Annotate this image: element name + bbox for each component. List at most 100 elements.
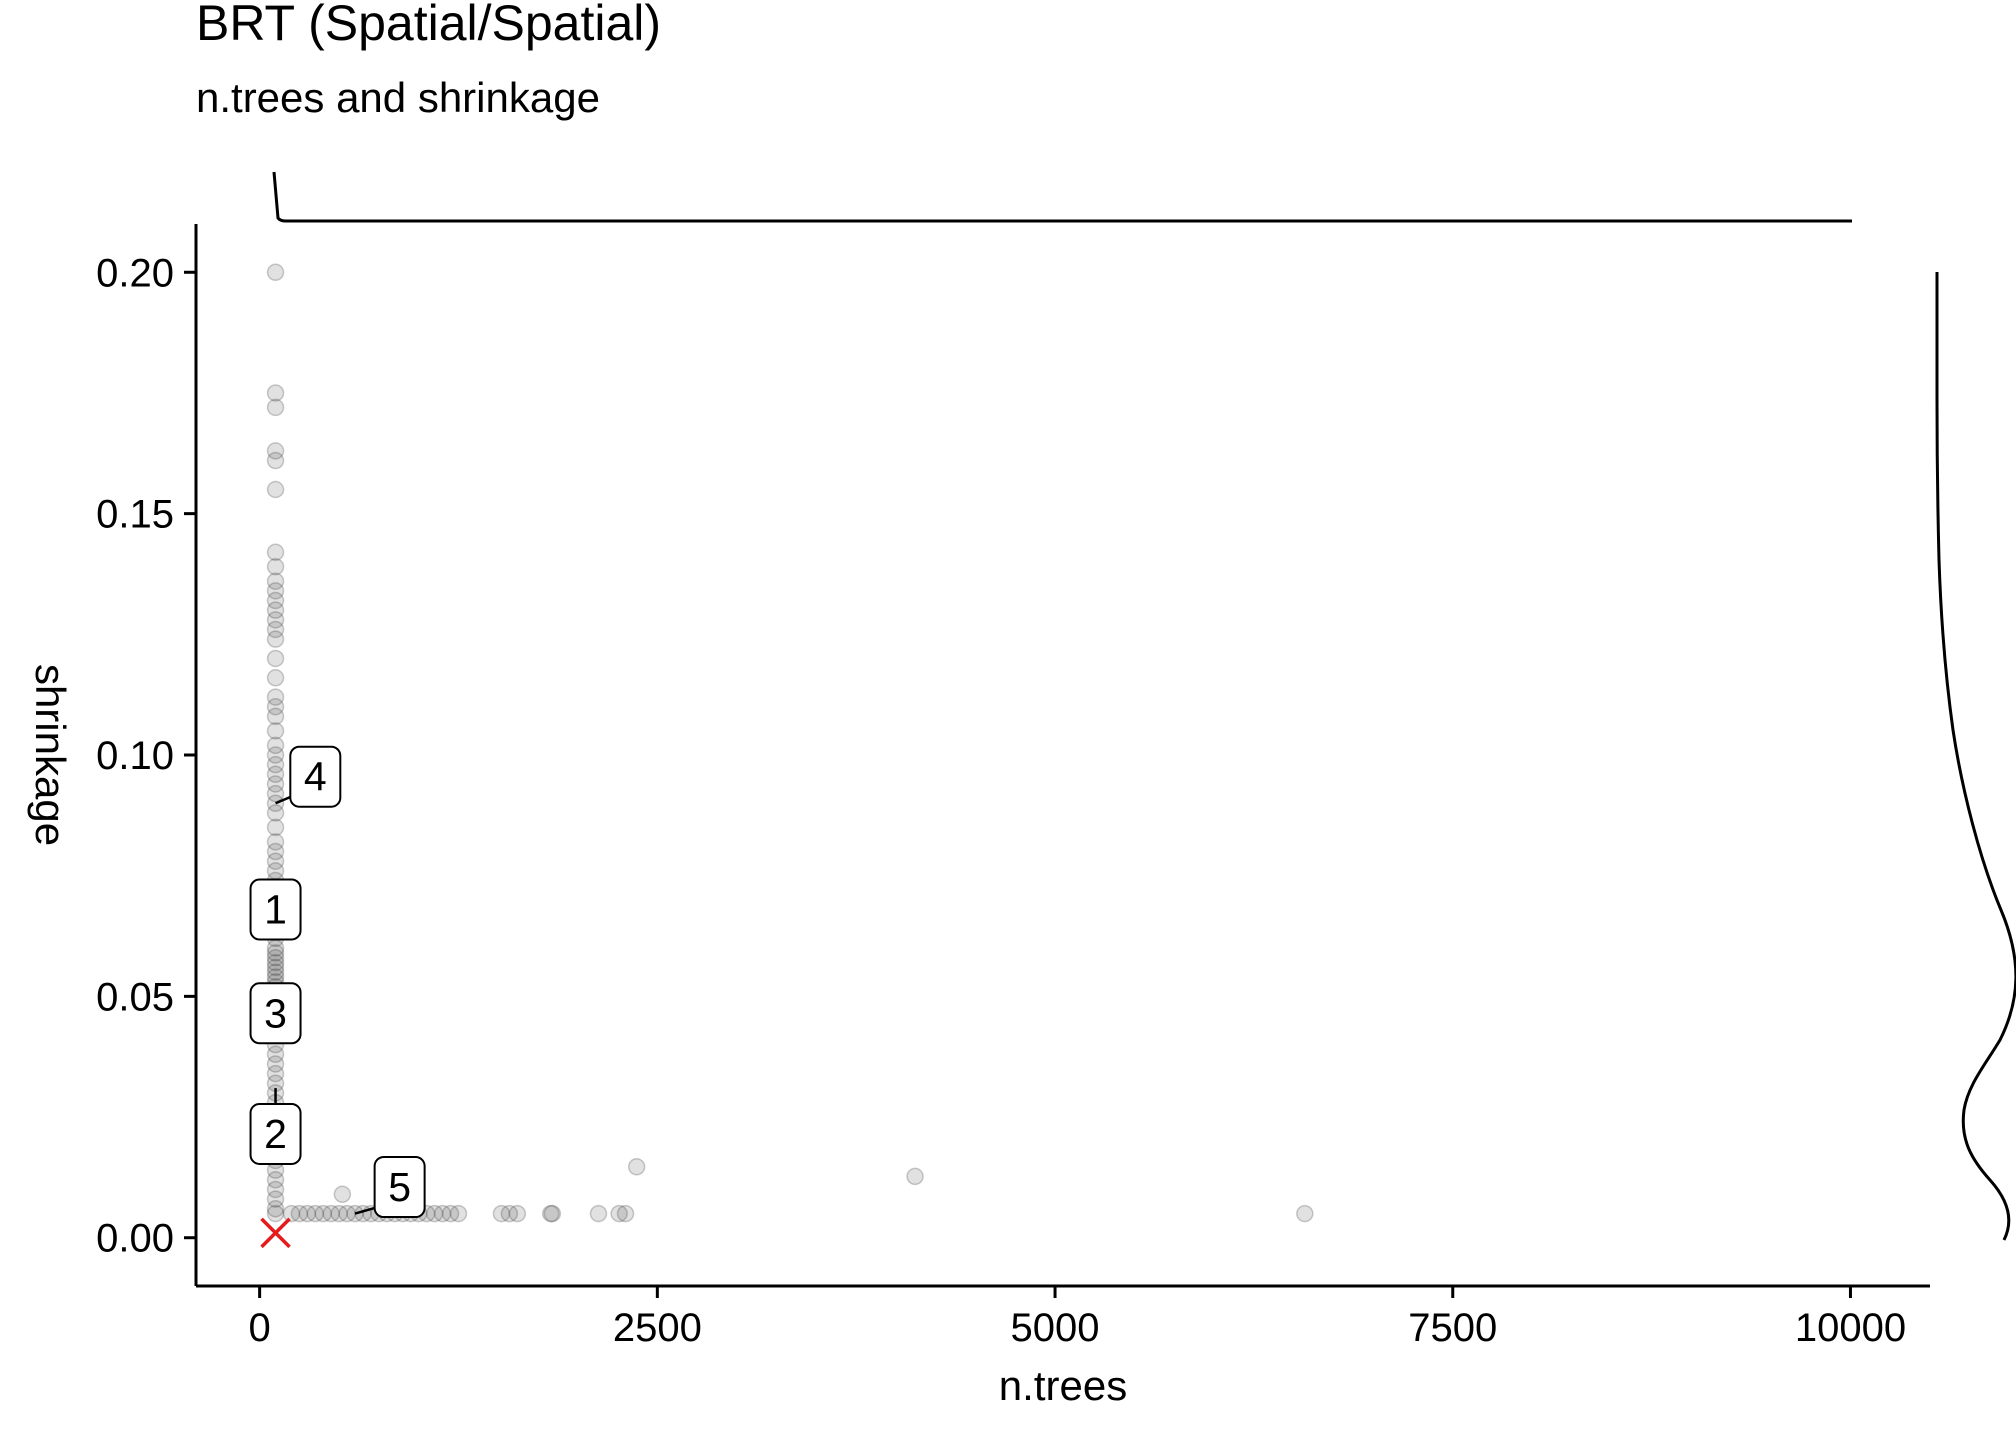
y-tick-label: 0.15	[96, 493, 174, 537]
y-axis: 0.00 0.05 0.10 0.15 0.20	[96, 224, 198, 1286]
data-point	[266, 263, 285, 282]
data-point	[433, 1204, 452, 1223]
best-marker-layer	[260, 1217, 291, 1249]
data-point	[266, 480, 285, 499]
data-point	[314, 1204, 333, 1223]
data-point	[266, 1064, 285, 1083]
y-tick-label: 0.10	[96, 734, 174, 778]
data-point	[266, 620, 285, 639]
right-density-curve	[1935, 271, 2016, 1241]
point-label-text: 5	[388, 1164, 411, 1210]
data-point	[266, 557, 285, 576]
data-point	[266, 1171, 285, 1189]
data-point	[306, 1204, 325, 1223]
data-point	[266, 958, 285, 977]
data-point	[266, 944, 285, 962]
point-label-box	[289, 745, 342, 808]
x-tick-label: 0	[249, 1306, 271, 1350]
data-point	[266, 736, 285, 755]
data-point	[543, 1204, 562, 1223]
data-point	[266, 669, 285, 687]
data-point	[266, 833, 285, 851]
data-point	[266, 722, 285, 740]
y-axis-title: shrinkage	[27, 664, 74, 846]
data-point	[627, 1158, 646, 1176]
data-point	[266, 784, 285, 803]
x-tick-label: 5000	[1011, 1306, 1100, 1350]
point-label-box	[249, 982, 302, 1045]
data-point	[500, 1204, 519, 1223]
data-point	[266, 451, 285, 470]
best-marker-stroke	[260, 1217, 291, 1249]
data-point	[298, 1204, 317, 1223]
data-point	[266, 1045, 285, 1064]
x-tick-label: 10000	[1795, 1306, 1906, 1350]
point-label: 1	[249, 878, 302, 941]
data-point	[266, 1204, 285, 1223]
data-point	[282, 1204, 301, 1223]
data-point	[542, 1204, 560, 1223]
data-point	[266, 442, 285, 460]
data-point	[492, 1204, 511, 1223]
point-label-box	[249, 1102, 302, 1165]
y-tick-label: 0.20	[96, 251, 174, 295]
data-point	[266, 1180, 285, 1199]
data-point	[906, 1167, 924, 1186]
data-point	[333, 1185, 352, 1204]
data-point	[266, 804, 285, 822]
x-axis-title: n.trees	[999, 1362, 1127, 1409]
point-label: 4	[289, 745, 342, 808]
data-point	[266, 688, 285, 706]
data-point	[266, 707, 285, 726]
point-label-text: 4	[304, 754, 327, 800]
chart-subtitle: n.trees and shrinkage	[196, 74, 600, 121]
data-point	[322, 1204, 340, 1223]
data-point	[266, 601, 285, 619]
point-label-text: 1	[264, 886, 287, 932]
y-tick-label: 0.00	[96, 1217, 174, 1261]
data-point	[266, 543, 285, 562]
data-point	[616, 1204, 635, 1223]
data-point	[266, 775, 285, 793]
chart-title: BRT (Spatial/Spatial)	[196, 0, 661, 51]
data-point	[1296, 1204, 1314, 1223]
data-point	[266, 572, 285, 590]
data-point	[589, 1204, 608, 1223]
y-tick-label: 0.05	[96, 975, 174, 1019]
point-label-text: 3	[264, 990, 287, 1036]
data-point	[266, 818, 285, 837]
data-point	[266, 630, 285, 648]
data-point	[266, 1200, 285, 1218]
data-point	[508, 1204, 527, 1223]
point-labels: 1 2 3 4 5	[249, 745, 426, 1219]
top-density-curve	[272, 171, 1852, 223]
data-point	[266, 1190, 285, 1208]
data-point	[610, 1204, 628, 1223]
data-point	[266, 755, 285, 774]
data-point	[266, 611, 285, 629]
points-layer	[266, 263, 1314, 1223]
x-tick-label: 2500	[613, 1306, 702, 1350]
point-label-box	[249, 878, 302, 941]
data-point	[266, 948, 285, 967]
data-point	[266, 1055, 285, 1073]
data-point	[266, 765, 285, 784]
x-axis: 0 2500 5000 7500 10000	[196, 1284, 1930, 1350]
data-point	[441, 1204, 460, 1223]
data-point	[266, 842, 285, 861]
data-point	[266, 953, 285, 972]
data-point	[266, 582, 285, 600]
data-point	[266, 384, 285, 402]
top-marginal-density	[272, 171, 1852, 223]
point-label: 2	[249, 1102, 302, 1165]
data-point	[266, 591, 285, 610]
data-point	[330, 1204, 348, 1223]
data-point	[266, 398, 285, 417]
data-point	[266, 697, 285, 716]
x-tick-label: 7500	[1408, 1306, 1497, 1350]
data-point	[266, 963, 285, 981]
point-label-text: 2	[264, 1111, 287, 1157]
point-label: 3	[249, 982, 302, 1045]
data-point	[425, 1204, 444, 1223]
